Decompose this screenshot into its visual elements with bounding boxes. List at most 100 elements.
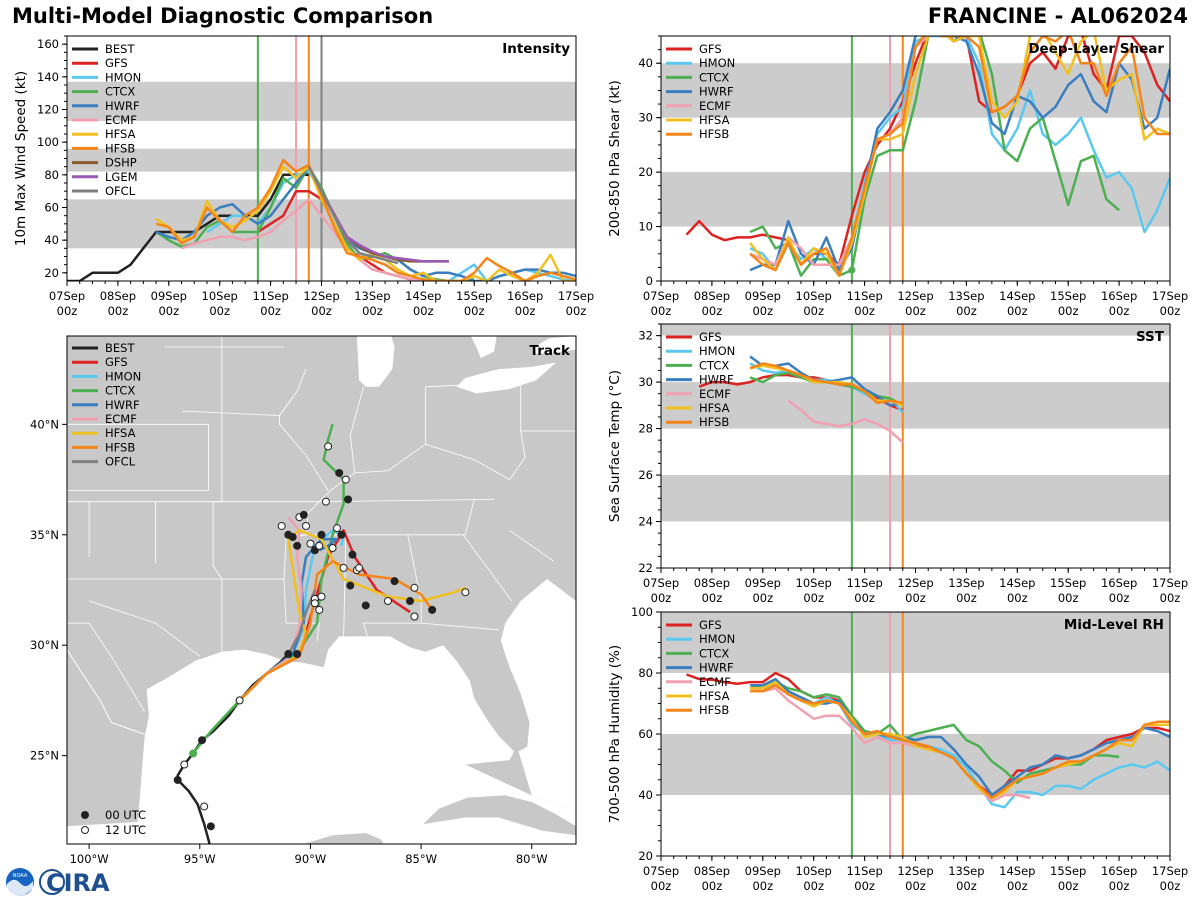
xtick-label-sst-8: 15Sep (1050, 576, 1086, 590)
ytick-label-rh-20: 20 (638, 849, 653, 863)
xtick-label-intensity-0-time: 00z (57, 304, 78, 318)
legend-label-shear-hwrf: HWRF (699, 85, 734, 99)
xtick-label-shear-6: 13Sep (948, 289, 984, 303)
legend-label-shear-hfsb: HFSB (699, 127, 729, 141)
xtick-label-intensity-2-time: 00z (158, 304, 179, 318)
track-marker-00-utc (406, 597, 415, 606)
ytick-label-intensity-80: 80 (44, 168, 59, 182)
ytick-label-intensity-120: 120 (37, 103, 59, 117)
ytick-label-shear-40: 40 (638, 56, 653, 70)
state-border-16 (425, 382, 521, 388)
xtick-label-intensity-6-time: 00z (362, 304, 383, 318)
plot-area-intensity (67, 36, 576, 281)
track-marker-00-utc (173, 775, 182, 784)
state-border-3 (193, 423, 210, 491)
xtick-label-rh-9: 16Sep (1101, 864, 1137, 878)
xtick-label-shear-0: 07Sep (643, 289, 679, 303)
legend-label-sst-ctcx: CTCX (699, 358, 729, 372)
series-line-rh-hfsb (750, 683, 1170, 800)
xtick-label-rh-2-time: 00z (752, 879, 773, 893)
xtick-label-shear-7-time: 00z (1007, 304, 1028, 318)
legend-label-intensity-hmon: HMON (105, 70, 141, 84)
xtick-label-rh-8-time: 00z (1058, 879, 1079, 893)
legend-label-rh-hfsb: HFSB (699, 703, 729, 717)
panel-sst: 22242628303207Sep00z08Sep00z09Sep00z10Se… (607, 323, 1188, 605)
xtick-label-intensity-10: 17Sep (558, 289, 594, 303)
xtick-label-shear-5: 12Sep (897, 289, 933, 303)
lake-michigan (356, 336, 395, 387)
ytick-label-shear-20: 20 (638, 165, 653, 179)
cira-logo-text: CIRA (46, 869, 110, 897)
ytick-label-shear-0: 0 (646, 274, 653, 288)
xtick-label-intensity-8-time: 00z (464, 304, 485, 318)
series-line-intensity-ofcl (307, 166, 399, 265)
legend-label-shear-hfsa: HFSA (699, 113, 730, 127)
xtick-label-sst-1: 08Sep (694, 576, 730, 590)
xtick-label-rh-1: 08Sep (694, 864, 730, 878)
xtick-label-shear-2-time: 00z (752, 304, 773, 318)
track-marker-00-utc (293, 541, 302, 550)
xtick-label-rh-9-time: 00z (1109, 879, 1130, 893)
ytick-label-sst-24: 24 (638, 515, 653, 529)
track-marker-12-utc (324, 442, 333, 451)
xtick-label-rh-5: 12Sep (897, 864, 933, 878)
xtick-label-sst-9: 16Sep (1101, 576, 1137, 590)
track-marker-12-utc (315, 605, 324, 614)
xtick-label-shear-1-time: 00z (702, 304, 723, 318)
state-border-21 (462, 534, 513, 602)
panel-title-track: Track (530, 343, 571, 359)
frame-sst (660, 323, 1171, 569)
figure-title: Multi-Model Diagnostic Comparison (12, 4, 434, 28)
track-marker-12-utc (180, 760, 189, 769)
xtick-label-sst-1-time: 00z (702, 591, 723, 605)
state-border-24 (279, 390, 329, 491)
xtick-label-track: 80°W (516, 852, 548, 866)
xtick-label-rh-5-time: 00z (905, 879, 926, 893)
legend-label-intensity-dshp: DSHP (105, 156, 137, 170)
xtick-label-sst-9-time: 00z (1109, 591, 1130, 605)
xtick-label-shear-0-time: 00z (651, 304, 672, 318)
legend-label-track-ctcx: CTCX (105, 384, 135, 398)
track-marker-00-utc (206, 822, 215, 831)
legend-label-intensity-lgem: LGEM (105, 170, 138, 184)
xtick-label-intensity-7: 14Sep (405, 289, 441, 303)
xtick-label-shear-10-time: 00z (1160, 304, 1181, 318)
ylabel-sst: Sea Surface Temp (°C) (607, 370, 623, 522)
xtick-label-intensity-3-time: 00z (209, 304, 230, 318)
xtick-label-shear-8: 15Sep (1050, 289, 1086, 303)
panel-title-shear: Deep-Layer Shear (1028, 41, 1164, 57)
xtick-label-sst-10-time: 00z (1160, 591, 1181, 605)
track-marker-12-utc (355, 563, 364, 572)
yucatan (301, 833, 388, 844)
legend-label-track-hfsb: HFSB (105, 440, 135, 454)
xtick-label-rh-7: 14Sep (999, 864, 1035, 878)
xtick-label-shear-10: 17Sep (1152, 289, 1188, 303)
panel-shear: 01020304007Sep00z08Sep00z09Sep00z10Sep00… (607, 35, 1188, 318)
xtick-label-shear-9-time: 00z (1109, 304, 1130, 318)
legend-label-intensity-gfs: GFS (105, 56, 128, 70)
xtick-label-intensity-10-time: 00z (566, 304, 587, 318)
legend-label-sst-hwrf: HWRF (699, 373, 734, 387)
legend-label-rh-ctcx: CTCX (699, 646, 729, 660)
ytick-label-rh-60: 60 (638, 727, 653, 741)
legend-label-intensity-hfsa: HFSA (105, 127, 136, 141)
legend-label-intensity-ecmf: ECMF (105, 113, 137, 127)
xtick-label-sst-3: 10Sep (796, 576, 832, 590)
legend-label-rh-ecmf: ECMF (699, 675, 731, 689)
series-line-sst-ecmf (787, 399, 904, 444)
ytick-label-intensity-40: 40 (44, 233, 59, 247)
xtick-label-sst-0-time: 00z (651, 591, 672, 605)
track-marker-12-utc (315, 541, 324, 550)
ytick-label-rh-80: 80 (638, 666, 653, 680)
ytick-label-track: 25°N (30, 749, 59, 763)
ytick-label-intensity-60: 60 (44, 201, 59, 215)
xtick-label-intensity-4-time: 00z (260, 304, 281, 318)
ytick-label-intensity-160: 160 (37, 37, 59, 51)
xtick-label-sst-2: 09Sep (745, 576, 781, 590)
xtick-label-shear-4: 11Sep (846, 289, 882, 303)
noaa-logo: NOAA (6, 868, 34, 896)
legend-label-track-gfs: GFS (105, 355, 128, 369)
legend-label-rh-gfs: GFS (699, 618, 722, 632)
state-border-9 (343, 534, 347, 639)
